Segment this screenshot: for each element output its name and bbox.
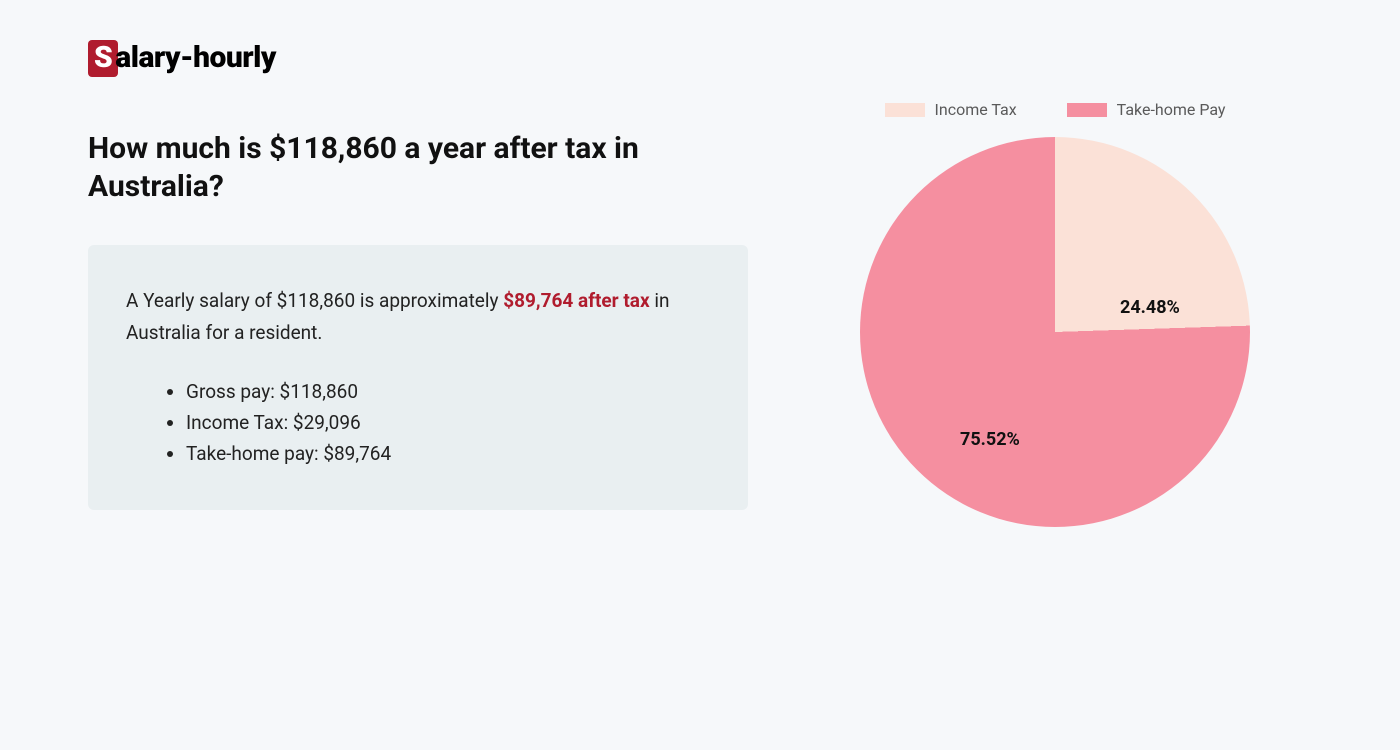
pie-holder: 24.48% 75.52% [860, 137, 1250, 527]
legend-label: Income Tax [935, 100, 1017, 119]
list-item: Take-home pay: $89,764 [186, 438, 710, 469]
pie-chart-region: Income Tax Take-home Pay 24.48% 75.52% [830, 100, 1280, 527]
summary-sentence: A Yearly salary of $118,860 is approxima… [126, 285, 710, 350]
summary-infobox: A Yearly salary of $118,860 is approxima… [88, 245, 748, 510]
breakdown-list: Gross pay: $118,860 Income Tax: $29,096 … [126, 376, 710, 470]
legend-swatch [885, 103, 925, 117]
legend-label: Take-home Pay [1117, 100, 1226, 119]
legend-item-take-home: Take-home Pay [1067, 100, 1226, 119]
site-logo: Salary-hourly [88, 40, 276, 77]
page-title: How much is $118,860 a year after tax in… [88, 130, 748, 205]
list-item: Income Tax: $29,096 [186, 407, 710, 438]
pie-slice-label-take-home: 75.52% [960, 429, 1020, 450]
pie-slice-label-income-tax: 24.48% [1120, 297, 1180, 318]
legend-item-income-tax: Income Tax [885, 100, 1017, 119]
pie-chart [860, 137, 1250, 527]
chart-legend: Income Tax Take-home Pay [830, 100, 1280, 119]
logo-rest: alary-hourly [115, 40, 276, 75]
list-item: Gross pay: $118,860 [186, 376, 710, 407]
summary-highlight: $89,764 after tax [503, 289, 649, 312]
logo-badge-letter: S [88, 40, 118, 77]
content-column: How much is $118,860 a year after tax in… [88, 130, 748, 510]
summary-prefix: A Yearly salary of $118,860 is approxima… [126, 289, 503, 312]
legend-swatch [1067, 103, 1107, 117]
